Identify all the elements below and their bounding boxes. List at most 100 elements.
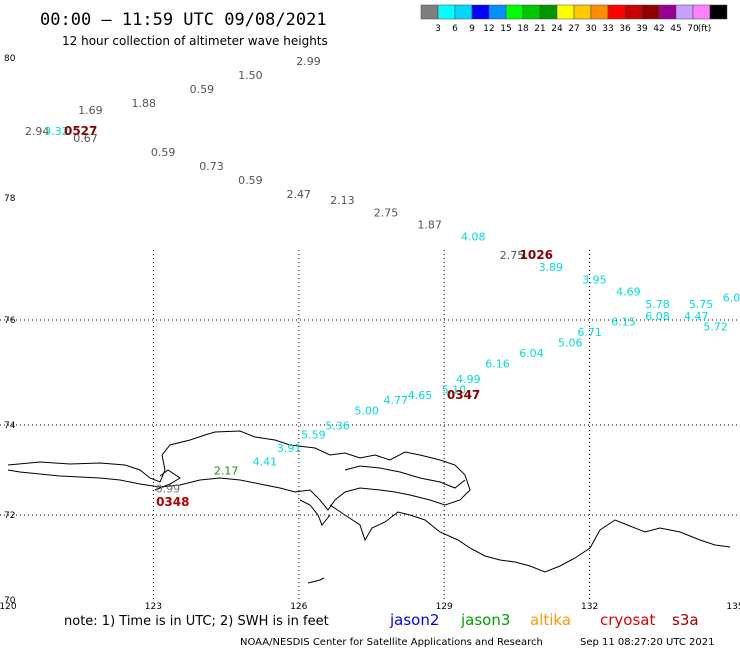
wave-height-label: 3.95	[582, 273, 607, 286]
x-tick-label: 120	[0, 602, 17, 612]
wave-height-label: 2.17	[214, 465, 239, 478]
y-tick-label: 72	[4, 511, 15, 521]
colorbar-label: 39	[636, 24, 648, 34]
satellite-legend-entry: s3a	[672, 611, 699, 629]
wave-height-label: 6.08	[645, 310, 670, 323]
pass-time-label: 1026	[520, 248, 553, 262]
axis-ticks: 120 123 126 129 132 135 70 72 74 76 78 80	[0, 54, 740, 612]
wave-height-label: 2.94	[25, 125, 50, 138]
pass-time-label: 0527	[64, 124, 97, 138]
wave-height-label: 4.69	[616, 286, 641, 299]
wave-height-label: 3.89	[539, 261, 564, 274]
colorbar-label: 36	[619, 24, 631, 34]
wave-height-label: 6.08	[723, 292, 740, 305]
chart-subtitle: 12 hour collection of altimeter wave hei…	[62, 34, 328, 48]
wave-height-label: 5.75	[689, 298, 714, 311]
y-tick-label: 80	[4, 54, 16, 64]
colorbar-swatch	[692, 4, 711, 20]
satellite-legend-entry: jason2	[389, 611, 439, 629]
wave-height-label: 2.47	[287, 188, 312, 201]
wave-height-label: 3.32	[44, 125, 69, 138]
wave-height-label: 2.99	[296, 55, 321, 68]
colorbar-label: 27	[568, 24, 579, 34]
colorbar-swatch	[641, 4, 660, 20]
satellite-legend-entry: altika	[530, 611, 571, 629]
wave-height-label: 1.88	[131, 97, 156, 110]
colorbar-swatch	[590, 4, 609, 20]
wave-height-label: 0.59	[151, 146, 176, 159]
colorbar-swatch	[437, 4, 456, 20]
y-tick-label: 76	[4, 316, 16, 326]
colorbar-swatch	[573, 4, 592, 20]
x-tick-label: 126	[290, 602, 307, 612]
colorbar-swatch	[539, 4, 558, 20]
colorbar-label: 42	[653, 24, 664, 34]
wave-height-label: 0.67	[73, 132, 98, 145]
x-tick-label: 135	[726, 602, 740, 612]
colorbar-swatch	[454, 4, 473, 20]
wave-height-label: 2.75	[374, 206, 399, 219]
wave-height-label: 2.75	[500, 249, 525, 262]
y-tick-label: 78	[4, 194, 16, 204]
colorbar-swatch	[505, 4, 524, 20]
colorbar-label: 33	[602, 24, 613, 34]
colorbar-label: 21	[534, 24, 545, 34]
chart-title: 00:00 – 11:59 UTC 09/08/2021	[40, 10, 327, 30]
colorbar-label: 3	[435, 24, 441, 34]
wave-height-label: 5.10	[442, 384, 467, 397]
coastline-path	[307, 577, 325, 584]
wave-height-label: 0.59	[190, 83, 215, 96]
coastline	[7, 430, 731, 584]
wave-height-label: 3.91	[277, 442, 302, 455]
wave-height-label: 0.99	[156, 483, 181, 496]
wave-height-label: 1.50	[238, 69, 263, 82]
colorbar-label: (ft)	[698, 24, 712, 34]
colorbar-swatch	[471, 4, 490, 20]
wave-height-label: 4.77	[383, 394, 408, 407]
coastline-path	[154, 469, 181, 491]
wave-height-label: 5.59	[301, 429, 326, 442]
footer-note: note: 1) Time is in UTC; 2) SWH is in fe…	[64, 614, 329, 629]
wave-height-label: 5.36	[325, 420, 350, 433]
coastline-path	[299, 499, 331, 526]
colorbar-label: 12	[483, 24, 494, 34]
timestamp-text: Sep 11 08:27:20 UTC 2021	[580, 637, 714, 648]
colorbar-label: 45	[670, 24, 681, 34]
wave-height-label: 4.08	[461, 231, 486, 244]
credit-text: NOAA/NESDIS Center for Satellite Applica…	[240, 637, 543, 648]
x-tick-label: 129	[436, 602, 453, 612]
wave-height-label: 6.16	[485, 357, 510, 370]
x-tick-label: 123	[145, 602, 162, 612]
wave-height-label: 4.65	[408, 389, 433, 402]
wave-height-label: 4.41	[253, 456, 278, 469]
y-tick-label: 70	[4, 596, 16, 606]
wave-height-label: 5.00	[354, 405, 379, 418]
pass-times: 0527 1026 0347 0348	[64, 124, 553, 509]
wave-height-values: 2.94 1.69 0.67 1.88 0.59 0.59 0.73 1.50 0.59 2.99…	[25, 55, 740, 496]
y-tick-label: 74	[4, 421, 16, 431]
satellite-legend-entry: cryosat	[600, 611, 655, 629]
coastline-path	[329, 504, 731, 573]
colorbar-swatch	[658, 4, 677, 20]
grid-lines	[0, 250, 740, 600]
coastline-path	[344, 465, 466, 489]
colorbar: 3 6 9 12 15 18 21 24 27 30 33 36 39 42 45 70(ft)	[420, 4, 728, 34]
colorbar-swatch	[709, 4, 728, 20]
satellite-legend-entry: jason3	[460, 611, 510, 629]
wave-height-label: 6.04	[519, 347, 544, 360]
colorbar-label: 15	[500, 24, 511, 34]
colorbar-swatch	[607, 4, 626, 20]
colorbar-label: 18	[517, 24, 529, 34]
wave-height-label: 1.69	[78, 104, 103, 117]
wave-height-label: 5.78	[645, 298, 670, 311]
wave-height-label: 2.13	[330, 194, 355, 207]
colorbar-swatch	[556, 4, 575, 20]
wave-height-label: 5.06	[558, 336, 583, 349]
wave-height-label: 0.59	[238, 174, 263, 187]
x-tick-label: 132	[581, 602, 598, 612]
colorbar-swatch	[624, 4, 643, 20]
pass-time-label: 0348	[156, 495, 189, 509]
pass-time-label: 0347	[447, 388, 480, 402]
wave-height-label: 6.15	[611, 315, 636, 328]
